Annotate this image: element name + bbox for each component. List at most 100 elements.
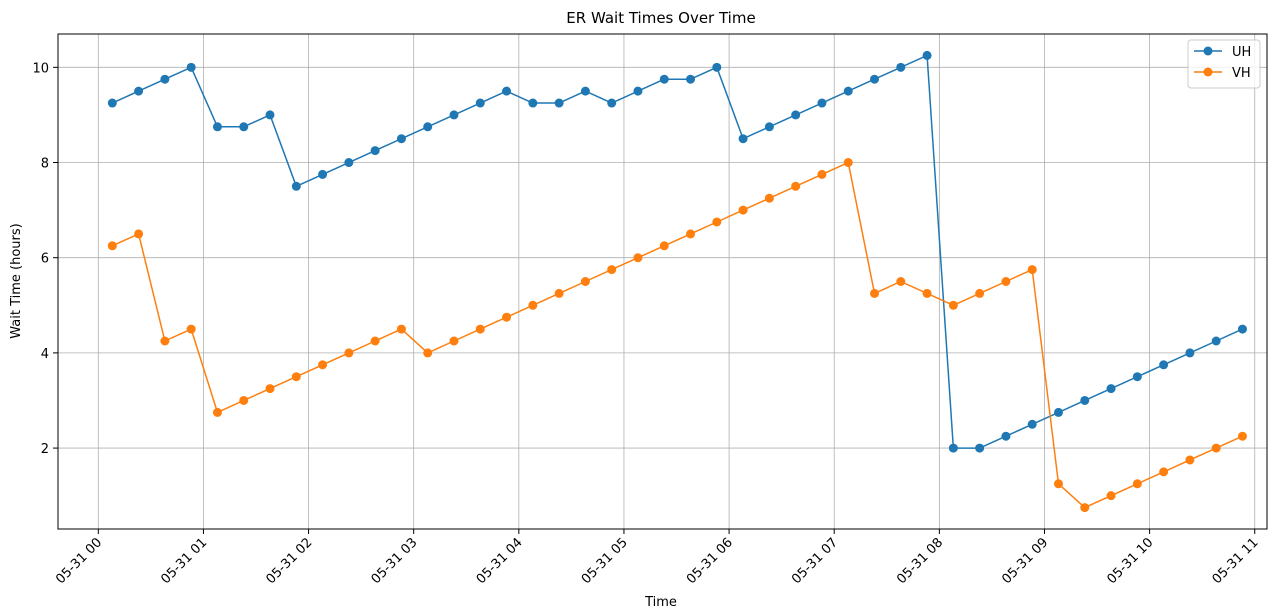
data-point bbox=[554, 98, 564, 108]
legend-vh-label: VH bbox=[1232, 66, 1251, 81]
x-tick-label: 05-31 03 bbox=[369, 535, 421, 587]
chart-title: ER Wait Times Over Time bbox=[566, 9, 755, 27]
x-tick-label: 05-31 01 bbox=[158, 535, 210, 587]
x-tick-label: 05-31 04 bbox=[474, 535, 526, 587]
series-line bbox=[112, 54, 1243, 449]
data-point bbox=[423, 348, 433, 358]
data-point bbox=[659, 241, 669, 251]
data-point bbox=[922, 50, 932, 60]
data-point bbox=[160, 336, 170, 346]
data-point bbox=[975, 288, 985, 298]
x-tick-label: 05-31 11 bbox=[1210, 535, 1262, 587]
data-point bbox=[1132, 372, 1142, 382]
legend-uh-marker bbox=[1203, 46, 1213, 56]
data-point bbox=[344, 158, 354, 168]
data-point bbox=[186, 324, 196, 334]
data-point bbox=[686, 229, 696, 239]
x-tick-label: 05-31 02 bbox=[263, 535, 315, 587]
x-tick-label: 05-31 06 bbox=[684, 535, 736, 587]
data-point bbox=[607, 98, 617, 108]
data-point bbox=[948, 443, 958, 453]
data-point bbox=[107, 241, 117, 251]
data-point bbox=[475, 98, 485, 108]
data-point bbox=[396, 134, 406, 144]
data-point bbox=[554, 288, 564, 298]
data-point bbox=[370, 336, 380, 346]
data-point bbox=[370, 146, 380, 156]
data-point bbox=[291, 372, 301, 382]
series-vh bbox=[107, 158, 1247, 513]
data-point bbox=[396, 324, 406, 334]
data-point bbox=[502, 312, 512, 322]
data-point bbox=[1080, 395, 1090, 405]
data-point bbox=[1106, 384, 1116, 394]
data-point bbox=[160, 74, 170, 84]
x-tick-label: 05-31 05 bbox=[579, 535, 631, 587]
plot-frame bbox=[57, 33, 1268, 530]
data-point bbox=[212, 407, 222, 417]
data-point bbox=[528, 300, 538, 310]
data-point bbox=[449, 336, 459, 346]
data-point bbox=[265, 384, 275, 394]
data-point bbox=[1106, 491, 1116, 501]
legend: UH VH bbox=[1187, 39, 1261, 89]
data-point bbox=[1211, 336, 1221, 346]
data-point bbox=[712, 217, 722, 227]
data-point bbox=[134, 229, 144, 239]
data-point bbox=[607, 265, 617, 275]
data-point bbox=[580, 86, 590, 96]
data-point bbox=[1027, 265, 1037, 275]
x-tick-label: 05-31 00 bbox=[53, 535, 105, 587]
series-uh bbox=[107, 50, 1247, 453]
data-point bbox=[738, 205, 748, 215]
data-point bbox=[870, 74, 880, 84]
y-tick-label: 6 bbox=[41, 252, 49, 267]
data-point bbox=[922, 288, 932, 298]
data-point bbox=[239, 122, 249, 132]
data-point bbox=[1001, 431, 1011, 441]
y-tick-label: 8 bbox=[41, 157, 49, 172]
data-point bbox=[659, 74, 669, 84]
data-point bbox=[896, 62, 906, 72]
data-point bbox=[423, 122, 433, 132]
data-point bbox=[291, 181, 301, 191]
data-point bbox=[1080, 503, 1090, 513]
data-point bbox=[791, 110, 801, 120]
data-point bbox=[318, 169, 328, 179]
data-point bbox=[686, 74, 696, 84]
data-point bbox=[265, 110, 275, 120]
legend-vh-marker bbox=[1203, 67, 1213, 77]
data-point bbox=[1237, 431, 1247, 441]
data-point bbox=[1001, 277, 1011, 286]
data-point bbox=[1237, 324, 1247, 334]
series-line bbox=[112, 161, 1243, 509]
y-axis: 2 4 6 8 10 bbox=[32, 61, 58, 457]
data-point bbox=[817, 169, 827, 179]
data-point bbox=[896, 277, 906, 286]
data-point bbox=[1185, 348, 1195, 358]
data-point bbox=[186, 62, 196, 72]
series-layer bbox=[107, 50, 1247, 513]
data-point bbox=[528, 98, 538, 108]
data-point bbox=[633, 253, 643, 263]
data-point bbox=[1053, 407, 1063, 417]
x-tick-label: 05-31 08 bbox=[894, 535, 946, 587]
data-point bbox=[870, 288, 880, 298]
x-tick-label: 05-31 10 bbox=[1104, 535, 1156, 587]
data-point bbox=[1211, 443, 1221, 453]
data-point bbox=[1053, 479, 1063, 489]
data-point bbox=[107, 98, 117, 108]
data-point bbox=[344, 348, 354, 358]
data-point bbox=[1185, 455, 1195, 465]
data-point bbox=[475, 324, 485, 334]
data-point bbox=[791, 181, 801, 191]
data-point bbox=[239, 395, 249, 405]
data-point bbox=[1027, 419, 1037, 429]
grid bbox=[58, 34, 1267, 529]
data-point bbox=[817, 98, 827, 108]
data-point bbox=[212, 122, 222, 132]
data-point bbox=[843, 158, 853, 168]
data-point bbox=[843, 86, 853, 96]
data-point bbox=[1159, 467, 1169, 477]
data-point bbox=[502, 86, 512, 96]
